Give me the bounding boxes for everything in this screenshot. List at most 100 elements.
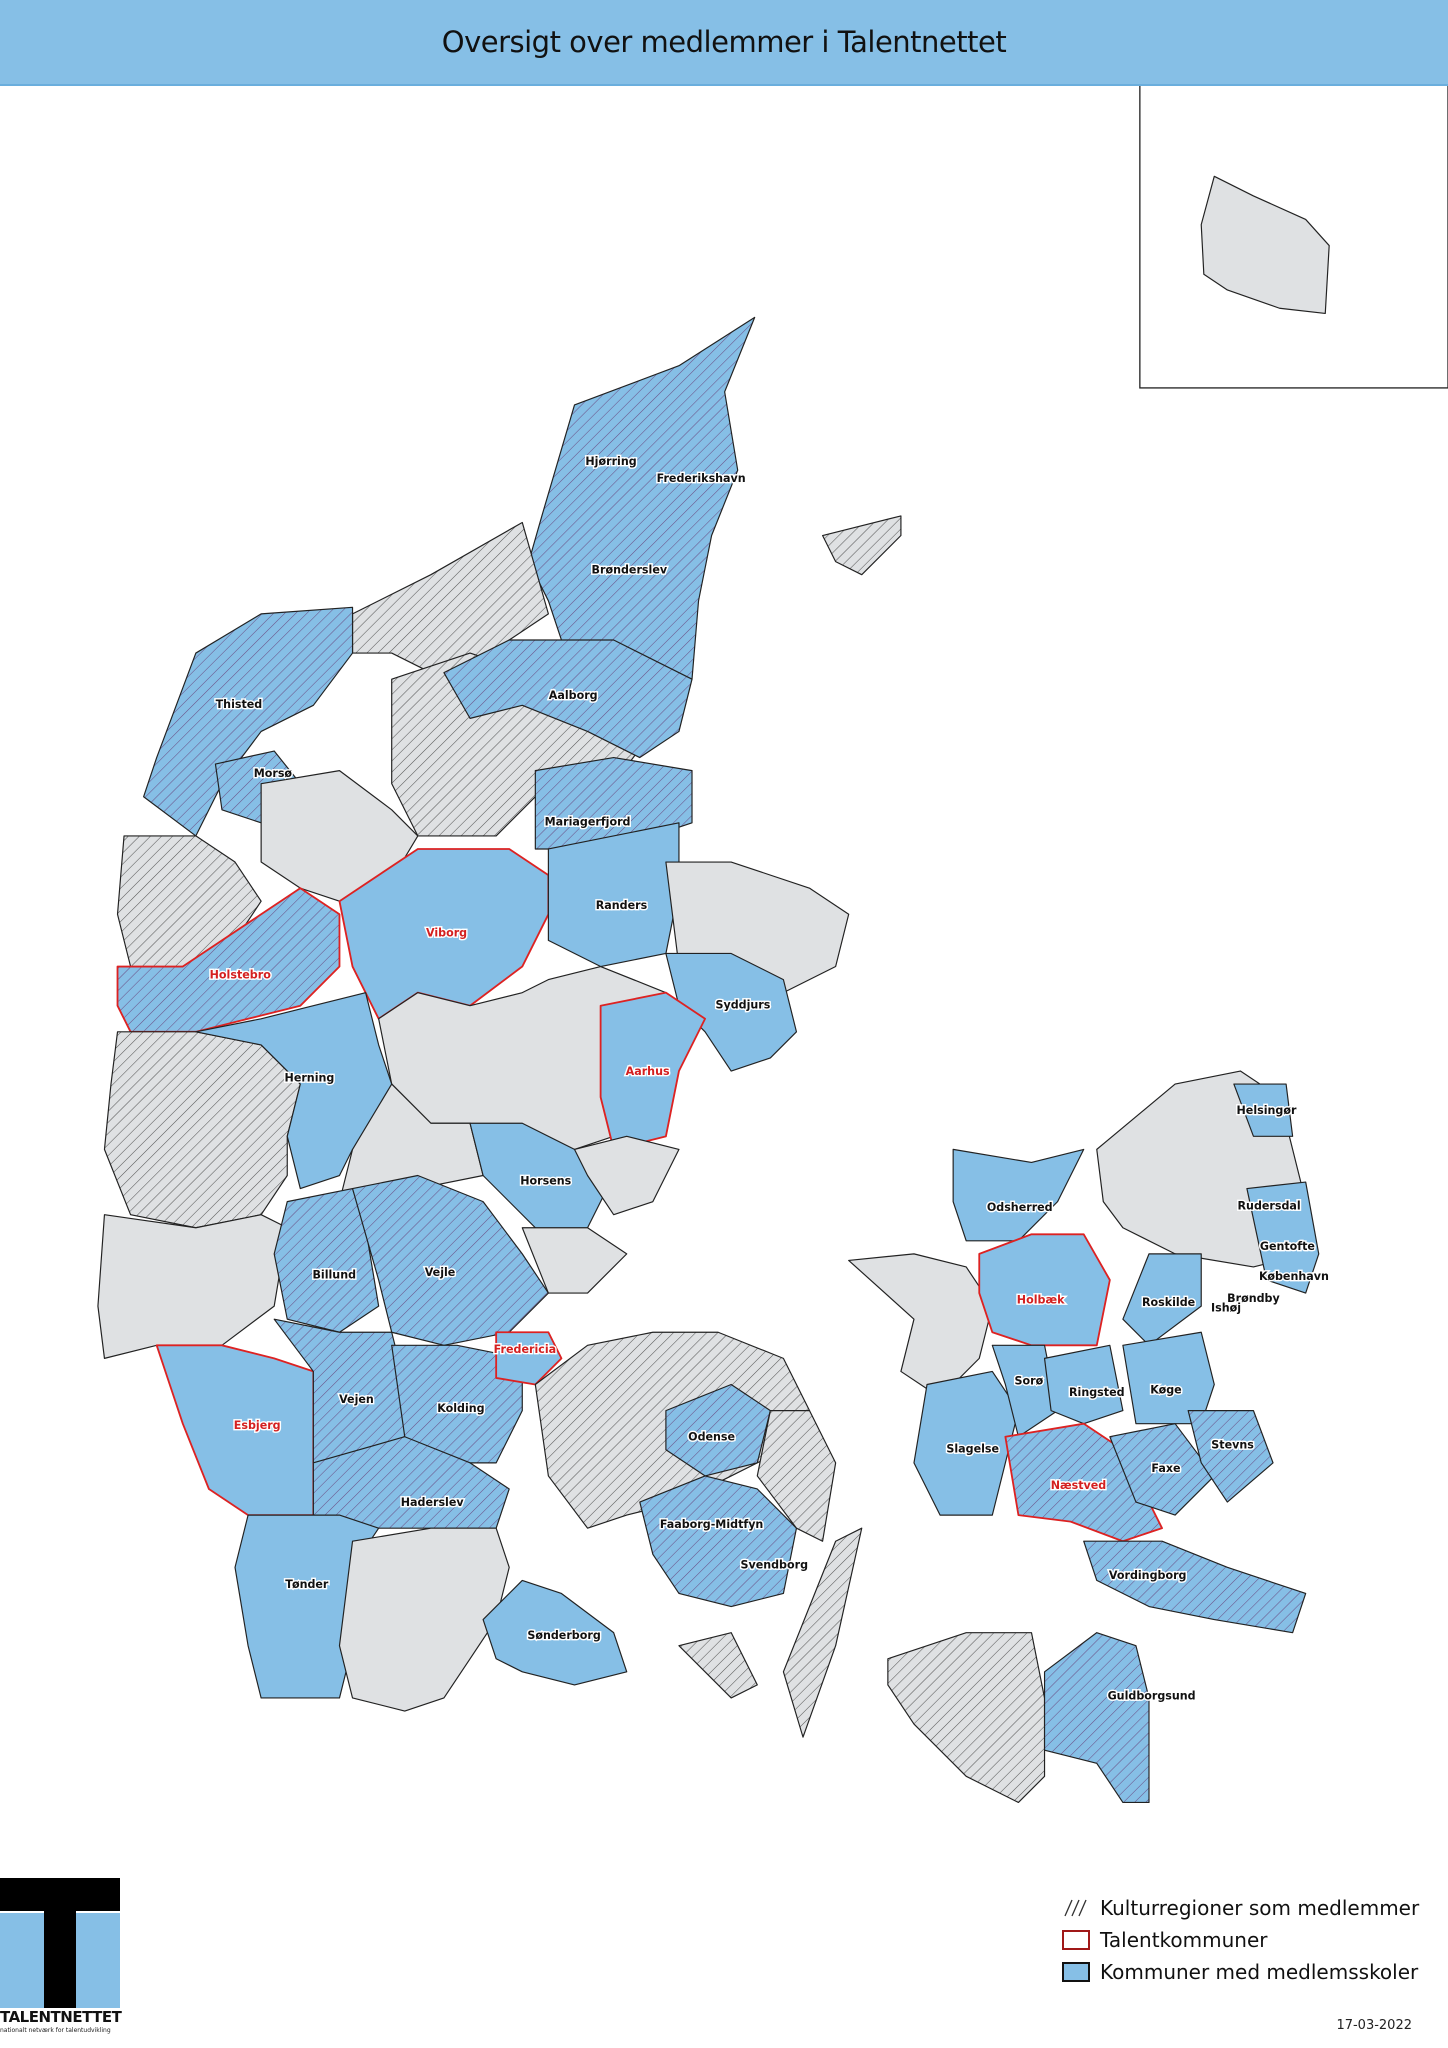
region-aalborg <box>443 639 693 759</box>
map-date: 17-03-2022 <box>1336 2018 1412 2033</box>
municipality-label: Guldborgsund <box>1108 1689 1196 1702</box>
municipality-label: Haderslev <box>401 1496 465 1509</box>
region-mariagerfjord <box>534 756 693 850</box>
municipality-label: Odense <box>688 1431 735 1444</box>
region-koge <box>1122 1331 1215 1425</box>
municipality-label: Vejen <box>339 1393 374 1406</box>
municipality-label: Herning <box>285 1071 335 1084</box>
legend-item-hatch: Kulturregioner som medlemmer <box>1062 1892 1419 1924</box>
region-ringsted <box>1043 1344 1124 1425</box>
municipality-label: Kolding <box>437 1402 484 1415</box>
municipality-regions <box>97 316 1320 1804</box>
hatch-swatch-icon <box>1064 1899 1087 1917</box>
region-holstebro <box>116 887 341 1033</box>
municipality-label: Ringsted <box>1069 1386 1125 1399</box>
region-kobenhavn <box>1246 1181 1320 1294</box>
region-odsherred <box>952 1148 1085 1242</box>
municipality-label: Faaborg-Midtfyn <box>660 1518 764 1531</box>
municipality-label: Gentofte <box>1260 1240 1315 1253</box>
legend-label-member: Kommuner med medlemsskoler <box>1100 1960 1419 1984</box>
region-odense <box>665 1383 771 1477</box>
municipality-label: Vordingborg <box>1109 1569 1187 1582</box>
region-faaborg <box>639 1475 798 1608</box>
region-odder <box>573 1135 680 1216</box>
municipality-label: Syddjurs <box>715 998 770 1011</box>
municipality-label: Sorø <box>1015 1374 1044 1387</box>
municipality-label: Mariagerfjord <box>545 815 631 828</box>
municipality-label: Holstebro <box>210 968 272 981</box>
legend: Kulturregioner som medlemmer Talentkommu… <box>1062 1892 1419 1988</box>
region-ringkobing <box>103 1031 301 1229</box>
municipality-label: Aalborg <box>549 689 598 702</box>
region-holbaek <box>978 1233 1111 1347</box>
region-anholt <box>821 515 902 576</box>
municipality-label: Køge <box>1150 1384 1181 1397</box>
municipality-label: Hjørring <box>585 455 636 468</box>
region-aero <box>678 1632 758 1699</box>
municipality-label: Tønder <box>285 1578 329 1591</box>
region-hedensted <box>521 1227 628 1294</box>
municipality-labels: Hjørring Frederikshavn Brønderslev Thisted A… <box>208 454 1330 1704</box>
municipality-label: Rudersdal <box>1238 1199 1301 1212</box>
municipality-label: Svendborg <box>740 1559 808 1572</box>
region-vordingborg <box>1083 1540 1307 1634</box>
region-slagelse <box>913 1370 1020 1516</box>
logo-name: TALENTNETTET <box>0 2008 122 2026</box>
municipality-label: Vejle <box>425 1266 456 1279</box>
municipality-label: Aarhus <box>626 1065 670 1078</box>
legend-label-talent: Talentkommuner <box>1100 1928 1268 1952</box>
member-swatch-icon <box>1062 1962 1090 1982</box>
municipality-label: Fredericia <box>494 1343 556 1356</box>
map-title: Oversigt over medlemmer i Talentnettet <box>441 25 1007 59</box>
region-varde <box>97 1214 288 1359</box>
municipality-label: Sønderborg <box>527 1629 600 1642</box>
title-bar: Oversigt over medlemmer i Talentnettet <box>0 0 1448 86</box>
bornholm <box>1200 175 1330 315</box>
region-nyborg <box>756 1410 837 1542</box>
talentnettet-logo <box>0 1878 120 2048</box>
region-sonderborg <box>482 1579 628 1686</box>
region-soro <box>991 1344 1059 1438</box>
region-helsingor <box>1233 1083 1294 1137</box>
municipality-label: Brøndby <box>1227 1292 1280 1305</box>
municipality-label: Næstved <box>1051 1479 1107 1492</box>
region-vendsyssel <box>528 316 756 680</box>
region-guldborgsund <box>1043 1632 1150 1804</box>
region-thisted <box>143 606 354 837</box>
municipality-label: København <box>1259 1270 1329 1283</box>
legend-label-hatch: Kulturregioner som medlemmer <box>1100 1896 1420 1920</box>
region-aabenraa <box>338 1527 510 1712</box>
region-fredericia <box>495 1331 563 1386</box>
municipality-label: Helsingør <box>1237 1104 1297 1117</box>
municipality-label: Thisted <box>216 698 263 711</box>
region-stevns <box>1187 1410 1274 1503</box>
municipality-label: Viborg <box>426 926 467 939</box>
municipality-label: Horsens <box>520 1175 571 1188</box>
municipality-label: Faxe <box>1151 1462 1180 1475</box>
municipality-label: Randers <box>596 899 648 912</box>
municipality-label: Slagelse <box>946 1442 999 1455</box>
municipality-label: Esbjerg <box>234 1419 281 1432</box>
logo-tagline: nationalt netværk for talentudvikling <box>0 2027 111 2034</box>
region-langeland <box>782 1527 863 1738</box>
municipality-label: Morsø <box>254 767 293 780</box>
region-kalundborg <box>848 1253 993 1399</box>
municipality-label: Ishøj <box>1211 1301 1241 1314</box>
municipality-label: Billund <box>312 1269 356 1282</box>
municipality-label: Stevns <box>1211 1438 1254 1451</box>
region-aarhus <box>599 991 706 1151</box>
region-faxe <box>1109 1423 1215 1516</box>
municipality-label: Frederikshavn <box>657 472 746 485</box>
logo-t-icon <box>0 1878 120 2008</box>
municipality-label: Brønderslev <box>592 563 668 576</box>
legend-item-member: Kommuner med medlemsskoler <box>1062 1956 1419 1988</box>
talent-swatch-icon <box>1062 1930 1090 1950</box>
municipality-label: Holbæk <box>1017 1294 1065 1307</box>
region-viborg <box>338 848 550 1020</box>
region-lolland <box>887 1632 1046 1804</box>
legend-item-talent: Talentkommuner <box>1062 1924 1419 1956</box>
municipality-label: Odsherred <box>987 1201 1053 1214</box>
region-roskilde <box>1122 1253 1202 1346</box>
